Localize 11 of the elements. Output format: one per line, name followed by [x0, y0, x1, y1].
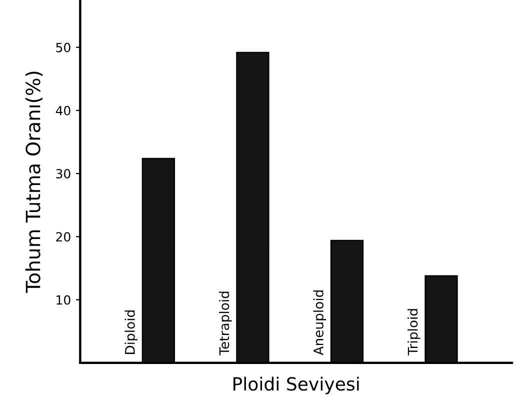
x-tick-label: Diploid: [124, 310, 138, 354]
x-tick-label: Tetraploid: [218, 292, 232, 356]
x-tick-label: Triploid: [408, 309, 420, 356]
y-tick-label: 30: [56, 169, 70, 178]
x-axis-title: Ploidi Seviyesi: [233, 376, 359, 394]
y-tick-label: 20: [56, 232, 70, 242]
y-tick-label: 50: [56, 42, 70, 52]
x-tick-label: Aneuploid: [313, 290, 326, 356]
y-tick-label: 40: [56, 106, 70, 116]
y-tick-label: 10: [56, 295, 70, 305]
y-axis-title: Tohum Tutma Oranı(%): [25, 72, 43, 293]
